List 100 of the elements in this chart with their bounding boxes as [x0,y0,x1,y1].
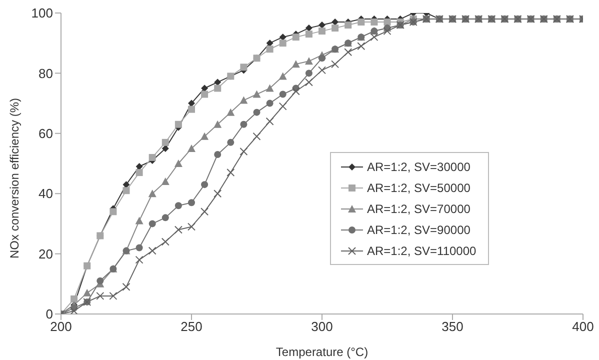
point [384,18,391,26]
point [227,138,234,146]
point [110,208,117,216]
x-axis-title: Temperature (°C) [276,345,368,359]
point [240,147,248,156]
point [344,22,352,29]
point [292,34,300,41]
point [162,138,169,146]
point [318,22,326,29]
point [148,246,156,255]
point [266,40,274,47]
y-tick-label: 100 [31,6,53,21]
point [188,106,195,113]
point [266,100,274,107]
point [136,244,143,252]
point [214,120,222,128]
point [174,202,182,210]
point [136,169,143,176]
point [214,84,222,92]
point [292,87,300,96]
point [174,226,182,234]
point [214,150,222,158]
point [252,132,261,140]
point [174,120,182,128]
point [188,100,195,107]
point [332,24,339,32]
legend-label: AR=1:2, SV=50000 [367,180,470,194]
point [201,181,208,188]
x-tick-label: 400 [572,319,594,334]
point [240,96,248,104]
point [188,222,196,231]
point [122,282,130,291]
point [253,108,260,116]
point [318,28,326,35]
point [304,57,313,65]
point [331,60,340,68]
point [279,34,286,41]
point [278,72,287,80]
point [226,108,235,116]
point [318,54,326,62]
point [96,292,104,300]
point [135,216,144,224]
point [188,199,195,206]
point [200,208,209,216]
point [292,60,300,68]
point [109,292,118,300]
point [357,42,366,50]
y-tick-label: 40 [38,186,53,202]
point [358,18,365,26]
point [161,238,170,246]
point [96,277,104,284]
point [162,214,169,222]
y-tick-label: 20 [38,246,53,262]
legend-label: AR=1:2, SV=90000 [367,222,470,236]
point [332,18,339,26]
point [214,190,222,198]
point [174,160,182,167]
point [266,84,274,92]
point [370,33,378,42]
point [304,78,313,86]
y-tick-label: 60 [38,126,53,142]
point [161,178,170,186]
point [266,117,274,126]
point [70,306,78,314]
legend-label: AR=1:2, SV=30000 [367,160,470,174]
point [200,132,209,140]
legend-label: AR=1:2, SV=70000 [367,202,470,216]
point [344,48,352,56]
point [136,163,143,170]
point [279,90,286,98]
y-tick-label: 0 [46,306,53,322]
point [318,66,326,74]
point [122,187,130,194]
point [240,120,248,128]
point [252,90,261,98]
point [83,288,92,296]
point [305,24,312,32]
point [305,30,312,38]
legend-label: AR=1:2, SV=110000 [367,244,476,258]
point [226,168,235,177]
x-tick-label: 200 [50,319,72,334]
x-tick-label: 250 [180,319,202,334]
point [122,181,130,188]
y-tick-label: 80 [38,66,53,81]
point [70,295,78,302]
x-tick-label: 300 [311,319,333,334]
x-tick-label: 350 [442,319,464,334]
point [305,70,312,77]
point [148,154,156,161]
y-axis-title: NOx conversion efficiency (%) [7,98,22,258]
point [279,40,286,47]
point [370,18,378,26]
point [201,84,208,92]
point [278,102,287,110]
point [135,256,144,264]
point [214,78,222,86]
point [162,144,169,152]
point [240,64,248,71]
point [148,190,156,198]
point [148,220,156,228]
